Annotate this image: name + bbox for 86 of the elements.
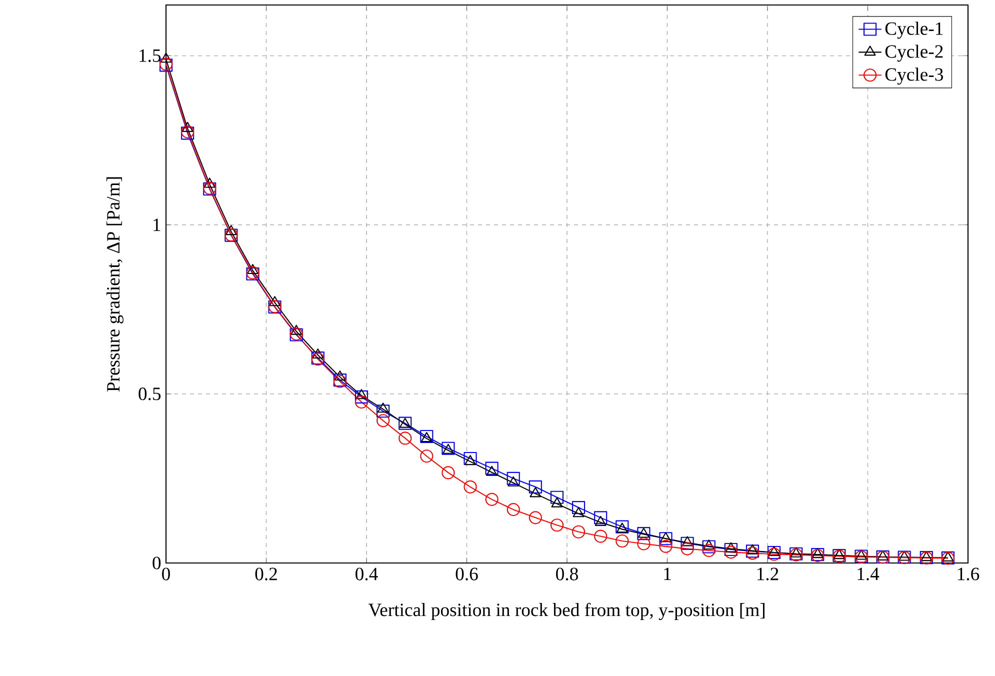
point	[812, 548, 824, 558]
point	[182, 122, 194, 132]
x-tick-label: 0.4	[356, 568, 378, 580]
y-axis-title: Pressure gradient, ΔP [Pa/m]	[106, 177, 124, 392]
point	[702, 540, 716, 554]
point	[877, 550, 889, 560]
point	[420, 432, 432, 442]
point	[464, 480, 477, 494]
x-tick-label: 0.8	[556, 568, 578, 580]
y-tick-label: 0.5	[138, 388, 161, 400]
point	[572, 501, 586, 514]
point	[833, 549, 845, 560]
point	[942, 551, 954, 562]
point	[768, 546, 780, 556]
point	[724, 546, 738, 559]
y-tick-label: 1	[154, 218, 160, 231]
point	[290, 324, 302, 335]
point	[898, 550, 910, 561]
point	[616, 520, 629, 534]
point	[269, 296, 281, 306]
point	[486, 466, 498, 476]
point	[594, 511, 608, 524]
point	[376, 404, 390, 418]
x-axis-title: Vertical position in rock bed from top, y-position [m]	[368, 602, 764, 620]
point	[790, 547, 802, 558]
point	[506, 503, 520, 516]
point	[312, 348, 324, 359]
point	[746, 544, 758, 554]
point	[204, 178, 216, 188]
point	[572, 525, 586, 538]
x-tick-label: 1	[664, 568, 671, 580]
point	[724, 542, 738, 556]
point	[682, 536, 694, 546]
point	[420, 450, 434, 463]
point	[550, 518, 564, 532]
point	[594, 530, 608, 543]
point	[856, 550, 867, 560]
point	[506, 472, 520, 485]
x-tick-label: 1.6	[958, 568, 980, 580]
point	[702, 544, 716, 558]
point	[356, 389, 368, 400]
point	[920, 551, 932, 562]
point	[420, 430, 434, 444]
y-tick-label: 1.5	[140, 49, 161, 62]
point	[377, 402, 389, 413]
point	[616, 522, 628, 533]
point	[725, 542, 737, 552]
point	[160, 52, 172, 63]
point	[398, 432, 412, 445]
point	[485, 492, 498, 506]
point	[637, 537, 650, 550]
point	[225, 225, 237, 236]
point	[354, 395, 368, 409]
point	[616, 534, 629, 548]
point	[638, 528, 650, 538]
point	[594, 516, 606, 526]
point	[551, 497, 563, 508]
x-tick-label: 1.4	[858, 568, 880, 580]
point	[508, 476, 520, 486]
x-tick-label: 0.2	[255, 568, 277, 580]
point	[703, 540, 715, 550]
point	[550, 490, 564, 504]
point	[637, 527, 650, 540]
point	[354, 390, 368, 404]
x-tick-label: 1.2	[757, 568, 778, 580]
legend-label: Cycle-3	[885, 68, 943, 85]
x-tick-label: 0.6	[456, 568, 478, 580]
point	[442, 466, 455, 480]
point	[680, 542, 694, 556]
point	[485, 462, 498, 475]
point	[659, 540, 672, 553]
legend-label: Cycle-1	[885, 22, 943, 39]
x-tick-label: 0	[162, 568, 170, 580]
point	[528, 480, 542, 494]
point	[572, 507, 584, 518]
legend-label: Cycle-2	[885, 44, 943, 62]
point	[660, 532, 672, 542]
point	[376, 414, 390, 428]
point	[528, 511, 542, 524]
y-tick-label: 0	[152, 556, 161, 570]
point	[246, 264, 258, 274]
point	[659, 532, 672, 546]
point	[334, 370, 346, 381]
point	[464, 455, 476, 466]
point	[680, 536, 694, 550]
point	[530, 487, 542, 498]
